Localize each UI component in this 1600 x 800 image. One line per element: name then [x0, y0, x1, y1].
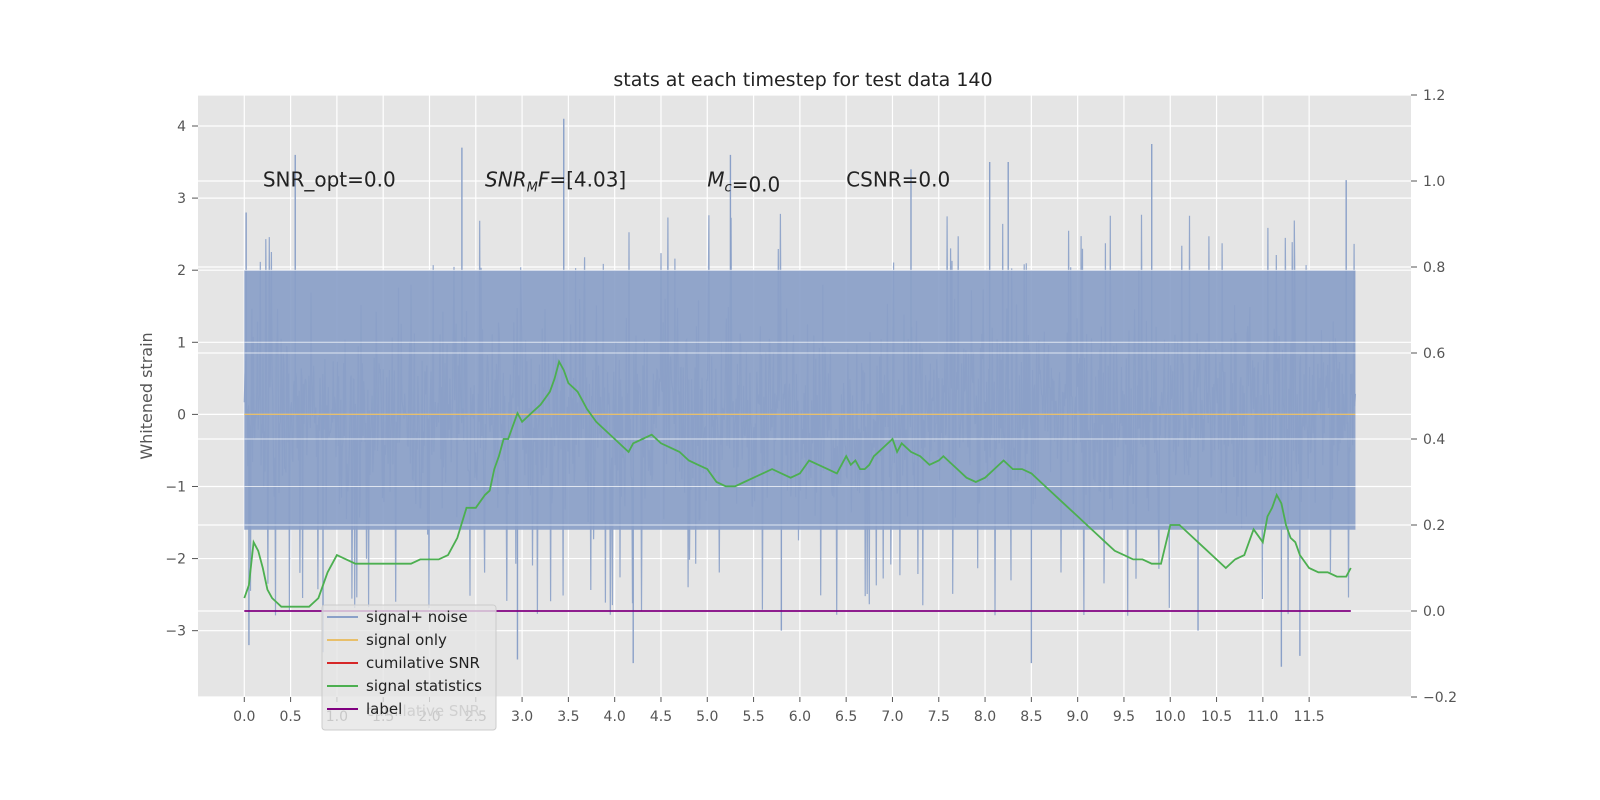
y-tick-label: 2 — [177, 263, 186, 279]
annotation: CSNR=0.0 — [846, 167, 950, 191]
y-tick-label: −1 — [165, 479, 186, 495]
x-tick-label: 8.0 — [974, 709, 996, 725]
x-tick-label: 5.0 — [696, 709, 718, 725]
y-tick-label: 0 — [177, 407, 186, 423]
y-tick-label-right: 1.0 — [1423, 174, 1445, 190]
axes: 0.00.51.01.52.02.53.03.54.04.55.05.56.06… — [165, 88, 1457, 725]
annotation: SNR_opt=0.0 — [263, 167, 396, 191]
x-tick-label: 6.0 — [789, 709, 811, 725]
annotation: Mc=0.0 — [707, 167, 780, 196]
y-axis-label: Whitened strain — [137, 332, 156, 459]
y-tick-label: −3 — [165, 624, 186, 640]
x-tick-label: 8.5 — [1020, 709, 1042, 725]
x-tick-label: 5.5 — [742, 709, 764, 725]
legend-label: signal only — [366, 631, 447, 649]
y-tick-label: 1 — [177, 335, 186, 351]
legend-label: signal+ noise — [366, 608, 468, 626]
annotation: SNRMF=[4.03] — [485, 167, 626, 195]
x-tick-label: 6.5 — [835, 709, 857, 725]
y-tick-label-right: 0.2 — [1423, 518, 1445, 534]
y-tick-label-right: 0.6 — [1423, 346, 1445, 362]
x-tick-label: 9.5 — [1113, 709, 1135, 725]
x-tick-label: 10.0 — [1155, 709, 1186, 725]
signal-noise-series — [243, 118, 1356, 667]
signal-noise-band — [244, 270, 1356, 530]
legend: cumilative SNR signal+ noise signal only cu… — [321, 604, 497, 731]
y-tick-label: 3 — [177, 191, 186, 207]
chart-title: stats at each timestep for test data 140 — [613, 69, 992, 91]
x-tick-label: 0.0 — [233, 709, 255, 725]
x-tick-label: 4.0 — [604, 709, 626, 725]
x-tick-label: 9.0 — [1067, 709, 1089, 725]
x-tick-label: 11.0 — [1247, 709, 1278, 725]
x-tick-label: 11.5 — [1294, 709, 1325, 725]
legend-ghost-text: cumilative SNR — [366, 702, 480, 720]
series-signal-statistics — [243, 359, 1352, 608]
x-tick-label: 7.5 — [928, 709, 950, 725]
x-tick-label: 3.0 — [511, 709, 533, 725]
legend-label: label — [366, 700, 402, 718]
legend-box — [321, 604, 497, 731]
y-tick-label-right: 0.8 — [1423, 260, 1445, 276]
legend-label: signal statistics — [366, 677, 482, 695]
x-tick-label: 10.5 — [1201, 709, 1232, 725]
legend-label: cumilative SNR — [366, 654, 480, 672]
annotations: SNR_opt=0.0 SNRMF=[4.03] Mc=0.0 CSNR=0.0 — [263, 167, 950, 196]
x-tick-label: 3.5 — [557, 709, 579, 725]
x-tick-label: 0.5 — [279, 709, 301, 725]
y-tick-label-right: 0.4 — [1423, 432, 1445, 448]
y-tick-label-right: 0.0 — [1423, 604, 1445, 620]
y-tick-label-right: −0.2 — [1423, 690, 1457, 706]
y-tick-label-right: 1.2 — [1423, 88, 1445, 104]
x-tick-label: 4.5 — [650, 709, 672, 725]
y-tick-label: −2 — [165, 552, 186, 568]
x-tick-label: 7.0 — [881, 709, 903, 725]
y-tick-label: 4 — [177, 119, 186, 135]
